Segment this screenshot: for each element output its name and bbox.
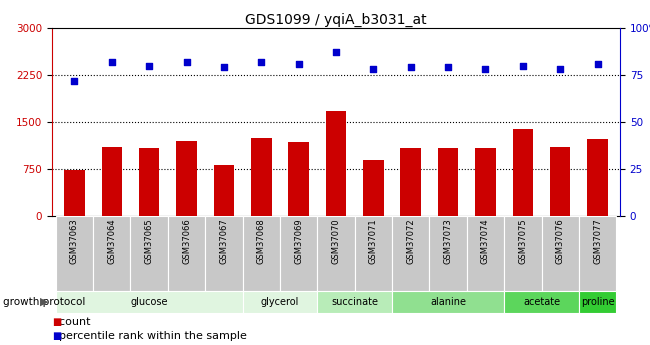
Point — [218, 65, 229, 70]
Text: GSM37076: GSM37076 — [556, 218, 565, 264]
Point — [555, 67, 566, 72]
Bar — [317, 291, 392, 313]
Bar — [205, 216, 242, 291]
Point — [293, 61, 304, 67]
Bar — [251, 138, 272, 216]
Text: GSM37066: GSM37066 — [182, 218, 191, 264]
Text: ■: ■ — [52, 331, 61, 341]
Point — [107, 59, 117, 65]
Text: proline: proline — [580, 297, 614, 307]
Text: glucose: glucose — [131, 297, 168, 307]
Bar — [242, 291, 317, 313]
Point — [144, 63, 154, 68]
Bar — [550, 147, 571, 216]
Bar — [214, 165, 234, 216]
Text: GSM37075: GSM37075 — [518, 218, 527, 264]
Bar — [475, 148, 496, 216]
Bar — [438, 148, 458, 216]
Text: GSM37074: GSM37074 — [481, 218, 490, 264]
Bar — [317, 216, 355, 291]
Text: alanine: alanine — [430, 297, 466, 307]
Point — [69, 78, 79, 83]
Text: GSM37077: GSM37077 — [593, 218, 602, 264]
Bar — [541, 216, 579, 291]
Point — [480, 67, 491, 72]
Title: GDS1099 / yqiA_b3031_at: GDS1099 / yqiA_b3031_at — [245, 13, 427, 27]
Bar — [168, 216, 205, 291]
Bar — [392, 216, 430, 291]
Bar — [56, 291, 242, 313]
Text: GSM37068: GSM37068 — [257, 218, 266, 264]
Bar — [467, 216, 504, 291]
Text: acetate: acetate — [523, 297, 560, 307]
Text: count: count — [52, 317, 90, 327]
Bar — [131, 216, 168, 291]
Bar — [579, 291, 616, 313]
Point — [443, 65, 453, 70]
Text: GSM37067: GSM37067 — [220, 218, 228, 264]
Bar — [289, 142, 309, 216]
Text: GSM37071: GSM37071 — [369, 218, 378, 264]
Bar — [392, 291, 504, 313]
Text: GSM37073: GSM37073 — [443, 218, 452, 264]
Bar — [513, 129, 533, 216]
Bar — [579, 216, 616, 291]
Text: GSM37069: GSM37069 — [294, 218, 303, 264]
Point — [256, 59, 266, 65]
Bar — [242, 216, 280, 291]
Point — [406, 65, 416, 70]
Bar — [400, 148, 421, 216]
Text: ▶: ▶ — [40, 297, 49, 307]
Point — [181, 59, 192, 65]
Bar — [363, 160, 383, 216]
Bar — [504, 216, 541, 291]
Point — [592, 61, 603, 67]
Text: GSM37065: GSM37065 — [145, 218, 153, 264]
Text: GSM37064: GSM37064 — [107, 218, 116, 264]
Text: percentile rank within the sample: percentile rank within the sample — [52, 331, 247, 341]
Bar — [588, 139, 608, 216]
Bar — [56, 216, 93, 291]
Bar — [430, 216, 467, 291]
Bar — [139, 148, 159, 216]
Bar — [326, 111, 346, 216]
Text: growth protocol: growth protocol — [3, 297, 86, 307]
Point — [368, 67, 378, 72]
Bar — [101, 147, 122, 216]
Text: GSM37063: GSM37063 — [70, 218, 79, 264]
Bar — [504, 291, 579, 313]
Text: glycerol: glycerol — [261, 297, 299, 307]
Bar — [64, 170, 84, 216]
Bar — [355, 216, 392, 291]
Bar — [93, 216, 131, 291]
Point — [331, 50, 341, 55]
Bar — [176, 141, 197, 216]
Bar — [280, 216, 317, 291]
Text: GSM37070: GSM37070 — [332, 218, 341, 264]
Text: ■: ■ — [52, 317, 61, 327]
Text: GSM37072: GSM37072 — [406, 218, 415, 264]
Point — [517, 63, 528, 68]
Text: succinate: succinate — [332, 297, 378, 307]
